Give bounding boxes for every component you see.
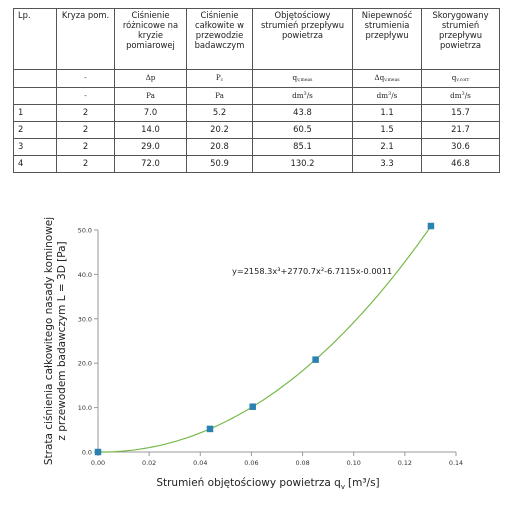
- table-cell: 29.0: [114, 138, 187, 156]
- table-cell: 85.1: [252, 138, 353, 156]
- y-tick-label: 30.0: [78, 315, 92, 323]
- x-tick-label: 0.02: [142, 459, 156, 467]
- fit-curve: [98, 225, 432, 453]
- table-cell: 46.8: [421, 155, 500, 173]
- table-cell: 20.2: [186, 121, 253, 139]
- table-cell: 2: [56, 121, 115, 139]
- unit-cell-6: dm3/s: [352, 87, 422, 105]
- measurements-table: Lp. Kryza pom. Ciśnienie różnicowe na kryz…: [13, 8, 500, 173]
- unit-cell-5: dm3/s: [252, 87, 353, 105]
- table-cell: 5.2: [186, 104, 253, 122]
- column-header-1: Lp.: [13, 8, 57, 70]
- table-cell: 72.0: [114, 155, 187, 173]
- table-cell: 3: [13, 138, 57, 156]
- symbol-cell-4: Pc: [186, 69, 253, 88]
- table-row: 1 2 7.0 5.2 43.8 1.1 15.7: [13, 104, 500, 122]
- symbol-cell-6: Δqv,meas: [352, 69, 422, 88]
- y-tick-label: 20.0: [78, 360, 92, 368]
- data-point-marker: [427, 222, 435, 230]
- table-cell: 43.8: [252, 104, 353, 122]
- table-row: 2 2 14.0 20.2 60.5 1.5 21.7: [13, 121, 500, 139]
- unit-cell-3: Pa: [114, 87, 187, 105]
- unit-cell-7: dm3/s: [421, 87, 500, 105]
- x-tick-label: 0.08: [295, 459, 309, 467]
- table-cell: 30.6: [421, 138, 500, 156]
- table-cell: 2: [56, 104, 115, 122]
- table-cell: 3.3: [352, 155, 422, 173]
- table-cell: 21.7: [421, 121, 500, 139]
- unit-cell-4: Pa: [186, 87, 253, 105]
- table-cell: 7.0: [114, 104, 187, 122]
- x-tick-label: 0.00: [91, 459, 105, 467]
- data-points: [94, 222, 435, 456]
- pressure-loss-chart: 0.00 0.02 0.04 0.06 0.08 0.10 0.12 0.14 0.0 10.0 2…: [43, 217, 463, 491]
- data-point-marker: [94, 448, 102, 456]
- column-header-4: Ciśnienie całkowite w przewodzie badawcz…: [186, 8, 253, 70]
- column-header-3: Ciśnienie różnicowe na kryzie pomiarowej: [114, 8, 187, 70]
- symbol-cell-2: -: [56, 69, 115, 88]
- column-header-5: Objętościowy strumień przepływu powietrz…: [252, 8, 353, 70]
- y-tick-label: 50.0: [78, 227, 92, 235]
- column-header-6: Niepewność strumienia przepływu: [352, 8, 422, 70]
- data-point-marker: [312, 356, 319, 363]
- unit-cell-1: [13, 87, 57, 105]
- data-point-marker: [249, 403, 256, 410]
- x-tick-label: 0.06: [244, 459, 258, 467]
- symbol-cell-7: qv,corr: [421, 69, 500, 88]
- x-tick-label: 0.10: [347, 459, 361, 467]
- y-axis-label-line1: Strata ciśnienia całkowitego nasady komi…: [43, 217, 55, 465]
- table-cell: 1: [13, 104, 57, 122]
- fit-equation: y=2158.3x³+2770.7x²-6.7115x-0.0011: [232, 266, 392, 276]
- unit-cell-2: -: [56, 87, 115, 105]
- table-cell: 130.2: [252, 155, 353, 173]
- column-header-2: Kryza pom.: [56, 8, 115, 70]
- table-cell: 4: [13, 155, 57, 173]
- table-cell: 1.5: [352, 121, 422, 139]
- x-tick-label: 0.14: [449, 459, 463, 467]
- y-axis-label-line2: z przewodem badawczym L = 3D [Pa]: [56, 241, 68, 440]
- x-axis-label: Strumień objętościowy powietrza qv [m³/s]: [156, 477, 379, 491]
- table-header-row: Lp. Kryza pom. Ciśnienie różnicowe na kryz…: [13, 8, 500, 70]
- symbol-cell-1: [13, 69, 57, 88]
- table-cell: 15.7: [421, 104, 500, 122]
- y-tick-label: 0.0: [82, 449, 92, 457]
- table-cell: 50.9: [186, 155, 253, 173]
- chart-axes: [97, 230, 456, 453]
- table-body: 1 2 7.0 5.2 43.8 1.1 15.7 2 2 14.0 20.2 60.5 1.5 21.7…: [13, 104, 500, 173]
- symbol-cell-3: Δp: [114, 69, 187, 88]
- table-cell: 20.8: [186, 138, 253, 156]
- table-cell: 2.1: [352, 138, 422, 156]
- table-cell: 60.5: [252, 121, 353, 139]
- unit-row: - Pa Pa dm3/s dm3/s dm3/s: [13, 87, 500, 105]
- table-row: 4 2 72.0 50.9 130.2 3.3 46.8: [13, 155, 500, 173]
- table-cell: 2: [13, 121, 57, 139]
- x-tick-label: 0.04: [193, 459, 207, 467]
- x-tick-label: 0.12: [398, 459, 412, 467]
- table-row: 3 2 29.0 20.8 85.1 2.1 30.6: [13, 138, 500, 156]
- y-tick-label: 10.0: [78, 404, 92, 412]
- y-tick-label: 40.0: [78, 271, 92, 279]
- table-cell: 2: [56, 138, 115, 156]
- table-cell: 1.1: [352, 104, 422, 122]
- symbol-row: - Δp Pc qv,meas Δqv,meas qv,corr: [13, 69, 500, 88]
- chart-ticks: 0.00 0.02 0.04 0.06 0.08 0.10 0.12 0.14 0.0 10.0 2…: [78, 227, 463, 468]
- table-cell: 2: [56, 155, 115, 173]
- data-point-marker: [206, 425, 214, 433]
- column-header-7: Skorygowany strumień przepływu powietrza: [421, 8, 500, 70]
- table-cell: 14.0: [114, 121, 187, 139]
- symbol-cell-5: qv,meas: [252, 69, 353, 88]
